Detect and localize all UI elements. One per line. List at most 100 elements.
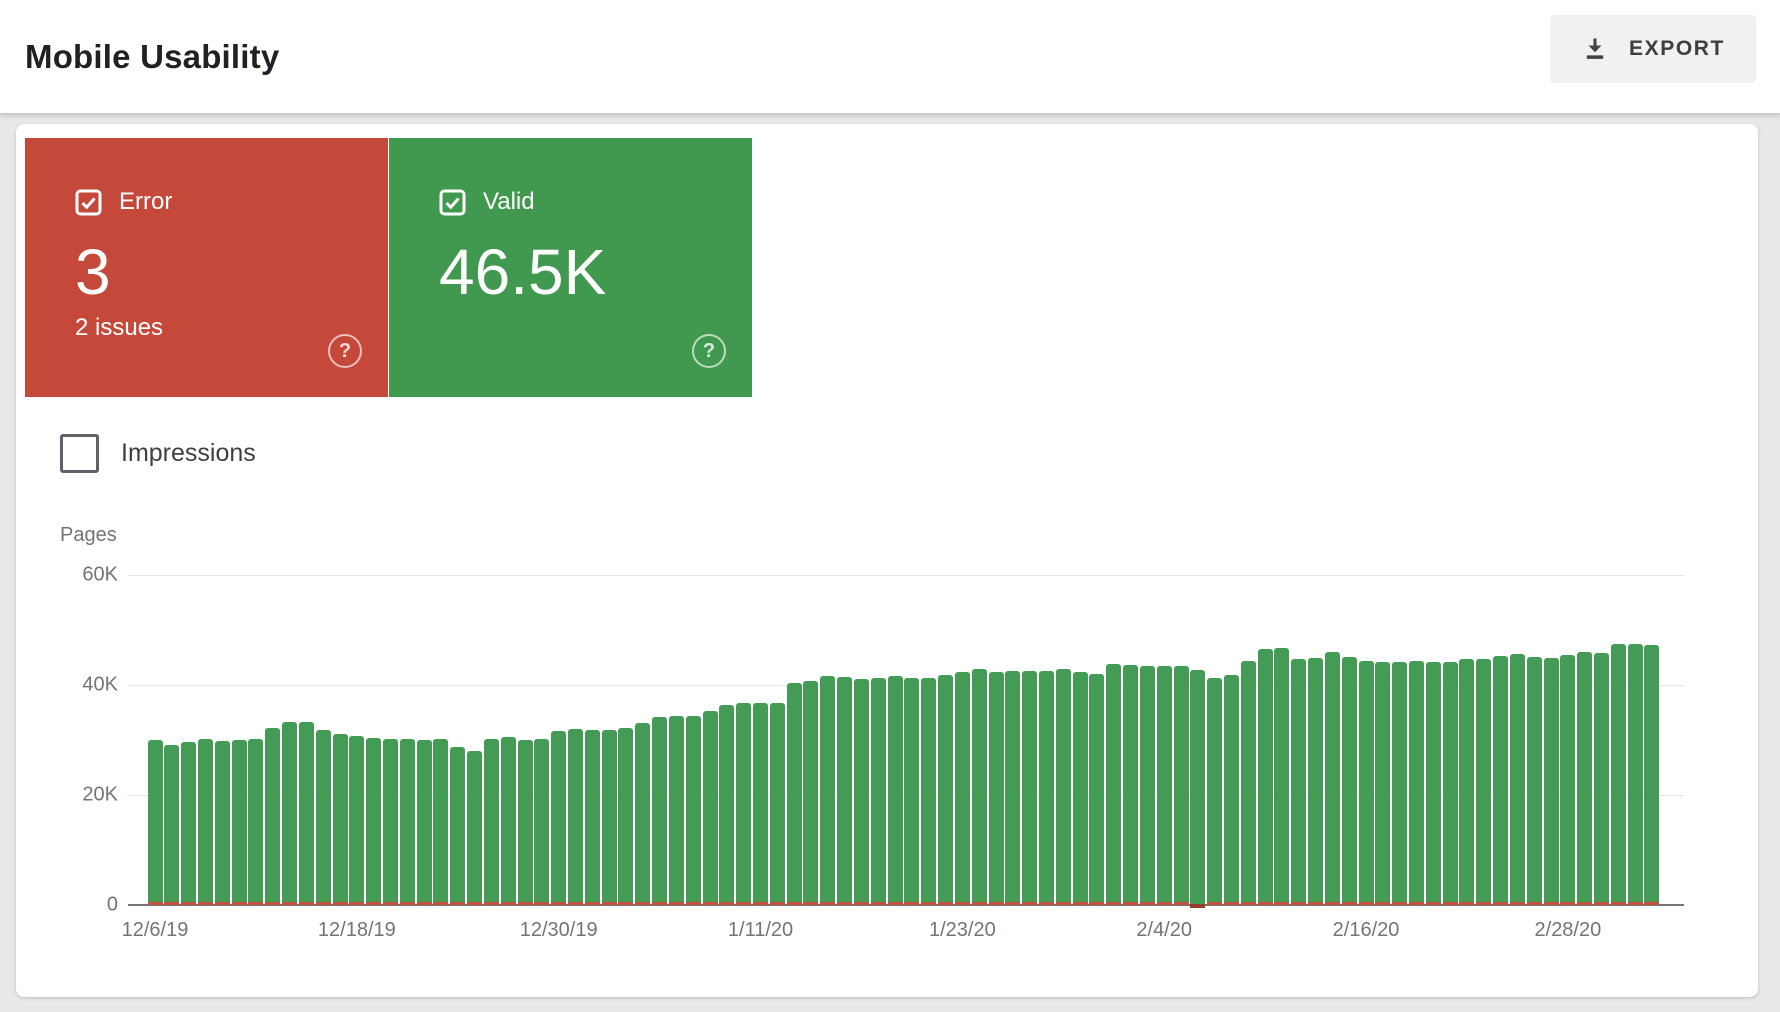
bar-1/11/20[interactable] [753, 703, 769, 905]
bar-1/31/20[interactable] [1089, 674, 1105, 905]
bar-1/1/20[interactable] [584, 730, 600, 905]
bar-1/8/20[interactable] [702, 711, 718, 905]
bar-2/9/20[interactable] [1240, 661, 1256, 905]
bar-12/25/19[interactable] [467, 751, 483, 905]
bar-12/18/19[interactable] [349, 736, 365, 905]
x-tick-label: 2/4/20 [1136, 919, 1192, 941]
valid-summary-card[interactable]: Valid 46.5K ? [389, 138, 752, 397]
bar-2/17/20[interactable] [1375, 662, 1391, 905]
bar-2/20/20[interactable] [1425, 662, 1441, 905]
bar-2/23/20[interactable] [1476, 659, 1492, 905]
bar-1/7/20[interactable] [685, 716, 701, 905]
help-icon[interactable]: ? [692, 334, 726, 368]
bar-2/22/20[interactable] [1459, 659, 1475, 905]
bar-1/10/20[interactable] [736, 703, 752, 905]
bar-12/14/19[interactable] [282, 722, 298, 905]
bar-1/14/20[interactable] [803, 681, 819, 905]
impressions-checkbox[interactable] [60, 434, 99, 473]
bar-2/18/20[interactable] [1392, 662, 1408, 905]
checked-checkbox-icon[interactable] [75, 189, 102, 216]
bar-12/20/19[interactable] [382, 739, 398, 905]
bar-2/14/20[interactable] [1324, 652, 1340, 905]
bar-12/24/19[interactable] [450, 747, 466, 905]
bar-1/9/20[interactable] [719, 705, 735, 905]
bar-2/16/20[interactable] [1358, 661, 1374, 905]
bar-1/18/20[interactable] [870, 678, 886, 905]
bar-1/15/20[interactable] [820, 676, 836, 905]
bar-1/27/20[interactable] [1022, 671, 1038, 905]
bar-2/7/20[interactable] [1207, 678, 1223, 905]
bar-1/2/20[interactable] [601, 730, 617, 905]
bar-2/13/20[interactable] [1308, 658, 1324, 905]
bar-12/9/19[interactable] [197, 739, 213, 905]
bar-12/7/19[interactable] [164, 745, 180, 905]
bar-2/12/20[interactable] [1291, 659, 1307, 905]
bar-12/19/19[interactable] [366, 738, 382, 905]
bar-1/13/20[interactable] [786, 683, 802, 905]
bar-12/17/19[interactable] [332, 734, 348, 905]
bar-2/11/20[interactable] [1274, 648, 1290, 905]
bar-2/19/20[interactable] [1409, 661, 1424, 905]
bar-1/16/20[interactable] [837, 677, 853, 905]
bar-1/26/20[interactable] [1005, 671, 1021, 905]
bar-2/10/20[interactable] [1257, 649, 1273, 905]
bar-12/16/19[interactable] [315, 730, 331, 905]
bar-12/31/19[interactable] [568, 729, 583, 905]
bar-1/28/20[interactable] [1038, 671, 1054, 905]
bar-2/21/20[interactable] [1442, 662, 1458, 905]
bar-1/23/20[interactable] [954, 672, 970, 905]
bar-12/13/19[interactable] [265, 728, 281, 905]
bar-12/30/19[interactable] [551, 731, 567, 905]
bar-12/10/19[interactable] [214, 741, 230, 905]
bar-2/25/20[interactable] [1509, 654, 1525, 905]
bar-2/26/20[interactable] [1526, 657, 1542, 905]
bar-1/25/20[interactable] [988, 672, 1004, 905]
bar-1/19/20[interactable] [887, 676, 903, 905]
bar-2/29/20[interactable] [1577, 652, 1593, 905]
bar-2/4/20[interactable] [1156, 666, 1172, 905]
error-card-label: Error [119, 188, 173, 215]
bar-1/20/20[interactable] [904, 678, 920, 905]
help-icon[interactable]: ? [328, 334, 362, 368]
bar-1/3/20[interactable] [618, 728, 634, 905]
bar-12/27/19[interactable] [500, 737, 516, 905]
bar-2/5/20[interactable] [1173, 666, 1189, 905]
bar-2/8/20[interactable] [1223, 675, 1239, 905]
bar-3/4/20[interactable] [1644, 645, 1660, 905]
bar-12/8/19[interactable] [181, 742, 197, 905]
bar-12/11/19[interactable] [231, 740, 247, 905]
bar-1/6/20[interactable] [668, 716, 684, 905]
bar-1/29/20[interactable] [1055, 669, 1071, 905]
error-summary-card[interactable]: Error 3 2 issues ? [25, 138, 388, 397]
bar-2/24/20[interactable] [1493, 656, 1509, 905]
bar-12/21/19[interactable] [399, 739, 415, 905]
bar-2/3/20[interactable] [1139, 666, 1155, 905]
bar-1/30/20[interactable] [1072, 672, 1088, 905]
bar-2/6/20[interactable] [1190, 670, 1206, 908]
bar-2/15/20[interactable] [1341, 657, 1357, 905]
bar-2/28/20[interactable] [1560, 655, 1576, 905]
bar-1/4/20[interactable] [635, 723, 651, 905]
bar-12/12/19[interactable] [248, 739, 264, 905]
bar-12/23/19[interactable] [433, 739, 449, 905]
bar-1/12/20[interactable] [769, 703, 785, 905]
bar-3/2/20[interactable] [1610, 644, 1626, 905]
bar-1/22/20[interactable] [938, 675, 954, 905]
bar-12/15/19[interactable] [298, 722, 314, 905]
bar-12/6/19[interactable] [147, 740, 163, 905]
bar-12/29/19[interactable] [534, 739, 550, 905]
bar-12/26/19[interactable] [483, 739, 499, 905]
checked-checkbox-icon[interactable] [439, 189, 466, 216]
bar-1/17/20[interactable] [853, 679, 869, 905]
bar-2/27/20[interactable] [1543, 658, 1559, 905]
bar-2/2/20[interactable] [1123, 665, 1139, 905]
bar-2/1/20[interactable] [1106, 664, 1122, 905]
bar-1/21/20[interactable] [921, 678, 937, 905]
bar-3/3/20[interactable] [1627, 644, 1643, 905]
bar-1/24/20[interactable] [971, 669, 987, 905]
bar-12/22/19[interactable] [416, 740, 432, 905]
bar-12/28/19[interactable] [517, 740, 533, 905]
bar-1/5/20[interactable] [652, 717, 668, 905]
bar-3/1/20[interactable] [1594, 653, 1610, 905]
export-button[interactable]: EXPORT [1550, 15, 1756, 83]
